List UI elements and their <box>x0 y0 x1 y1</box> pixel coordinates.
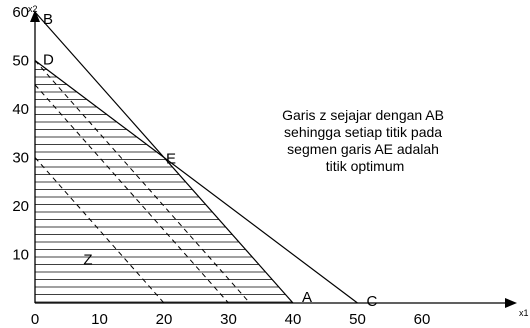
x-tick-label: 50 <box>349 311 366 328</box>
annotation-text: Garis z sejajar dengan AB sehingga setia… <box>282 107 448 174</box>
point-label-a: A <box>302 289 312 306</box>
x-tick-label: 0 <box>31 311 39 328</box>
point-label-b: B <box>43 11 53 28</box>
y-tick-label: 10 <box>12 247 29 264</box>
x-tick-labels: 0 10 20 30 40 50 60 <box>31 311 431 328</box>
x1-axis-label: x1 <box>519 308 529 318</box>
x-tick-label: 30 <box>220 311 237 328</box>
annotation-line: segmen garis AE adalah <box>287 141 439 157</box>
x-tick-label: 40 <box>285 311 302 328</box>
point-label-c: C <box>367 293 378 310</box>
objective-line <box>35 158 164 304</box>
y-tick-label: 50 <box>12 53 29 70</box>
point-label-d: D <box>43 52 54 69</box>
y-tick-label: 20 <box>12 198 29 215</box>
x1-axis-arrow <box>505 298 517 308</box>
y-tick-label: 40 <box>12 101 29 118</box>
x-tick-label: 60 <box>414 311 431 328</box>
objective-line <box>35 85 229 303</box>
z-line-label: Z <box>83 251 92 268</box>
annotation-line: sehingga setiap titik pada <box>284 124 442 140</box>
y-tick-labels: 10 20 30 40 50 60 <box>12 4 29 264</box>
x-tick-label: 20 <box>156 311 173 328</box>
annotation-line: Garis z sejajar dengan AB <box>282 107 444 123</box>
x-tick-label: 10 <box>91 311 108 328</box>
y-tick-label: 30 <box>12 150 29 167</box>
y-tick-label: 60 <box>12 4 29 21</box>
annotation-line: titik optimum <box>326 158 405 174</box>
point-label-e: E <box>166 151 176 168</box>
